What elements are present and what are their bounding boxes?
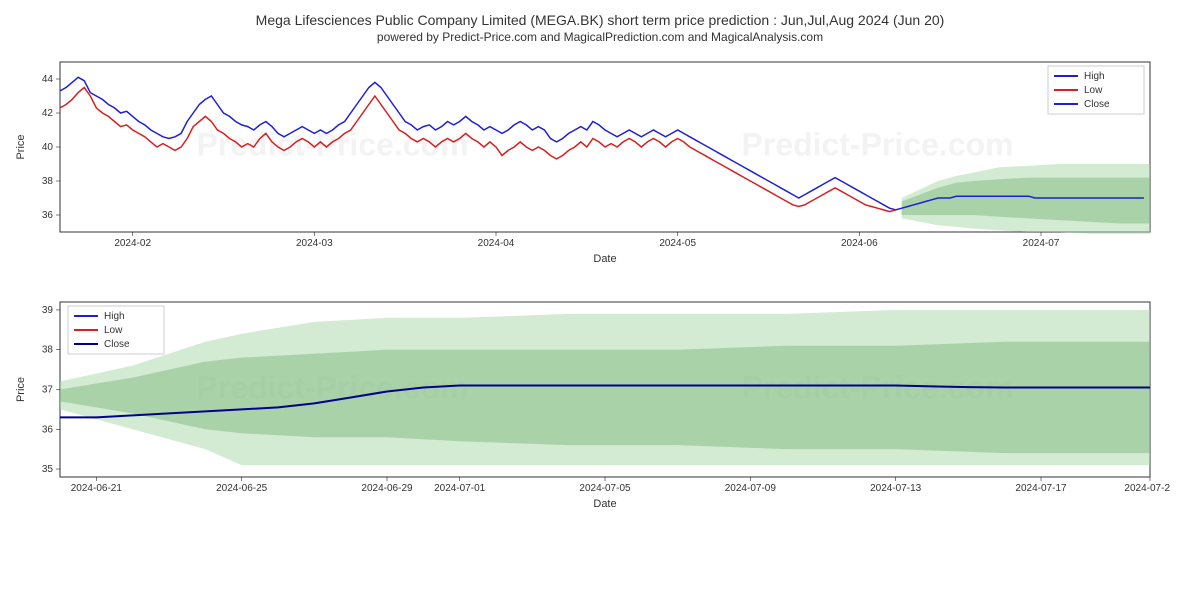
svg-text:2024-05: 2024-05 — [659, 238, 696, 249]
svg-text:Date: Date — [593, 253, 616, 265]
svg-text:39: 39 — [42, 305, 54, 316]
svg-text:38: 38 — [42, 176, 54, 187]
svg-text:2024-07-13: 2024-07-13 — [870, 483, 922, 494]
legend-label-high: High — [1084, 71, 1105, 82]
svg-text:2024-02: 2024-02 — [114, 238, 151, 249]
svg-text:2024-07-05: 2024-07-05 — [579, 483, 631, 494]
svg-text:Predict-Price.com: Predict-Price.com — [741, 127, 1013, 163]
svg-text:Date: Date — [593, 498, 616, 510]
chart-bottom: Predict-Price.comPredict-Price.com353637… — [10, 292, 1190, 527]
svg-text:Price: Price — [15, 134, 27, 159]
legend-label-low: Low — [104, 325, 123, 336]
svg-text:2024-07-09: 2024-07-09 — [725, 483, 777, 494]
svg-text:40: 40 — [42, 142, 54, 153]
svg-text:36: 36 — [42, 424, 54, 435]
svg-text:2024-06-29: 2024-06-29 — [361, 483, 413, 494]
svg-text:37: 37 — [42, 385, 54, 396]
svg-text:Predict-Price.com: Predict-Price.com — [196, 127, 468, 163]
legend-label-close: Close — [104, 339, 130, 350]
svg-text:2024-06-25: 2024-06-25 — [216, 483, 268, 494]
svg-text:2024-07: 2024-07 — [1023, 238, 1060, 249]
svg-text:36: 36 — [42, 210, 54, 221]
svg-text:35: 35 — [42, 464, 54, 475]
svg-text:42: 42 — [42, 108, 54, 119]
svg-text:2024-07-17: 2024-07-17 — [1015, 483, 1067, 494]
svg-text:Price: Price — [15, 377, 27, 402]
legend-label-close: Close — [1084, 99, 1110, 110]
svg-text:2024-07-21: 2024-07-21 — [1124, 483, 1170, 494]
svg-text:2024-06: 2024-06 — [841, 238, 878, 249]
svg-text:38: 38 — [42, 345, 54, 356]
svg-text:2024-06-21: 2024-06-21 — [71, 483, 123, 494]
svg-text:44: 44 — [42, 74, 54, 85]
chart-subtitle: powered by Predict-Price.com and Magical… — [10, 30, 1190, 44]
chart-top: Predict-Price.com Predict-Price.com 36 38 40… — [10, 52, 1190, 282]
svg-text:2024-04: 2024-04 — [478, 238, 515, 249]
chart-title: Mega Lifesciences Public Company Limited… — [10, 12, 1190, 28]
svg-text:2024-03: 2024-03 — [296, 238, 333, 249]
svg-text:2024-07-01: 2024-07-01 — [434, 483, 486, 494]
legend-label-low: Low — [1084, 85, 1103, 96]
legend-label-high: High — [104, 311, 125, 322]
